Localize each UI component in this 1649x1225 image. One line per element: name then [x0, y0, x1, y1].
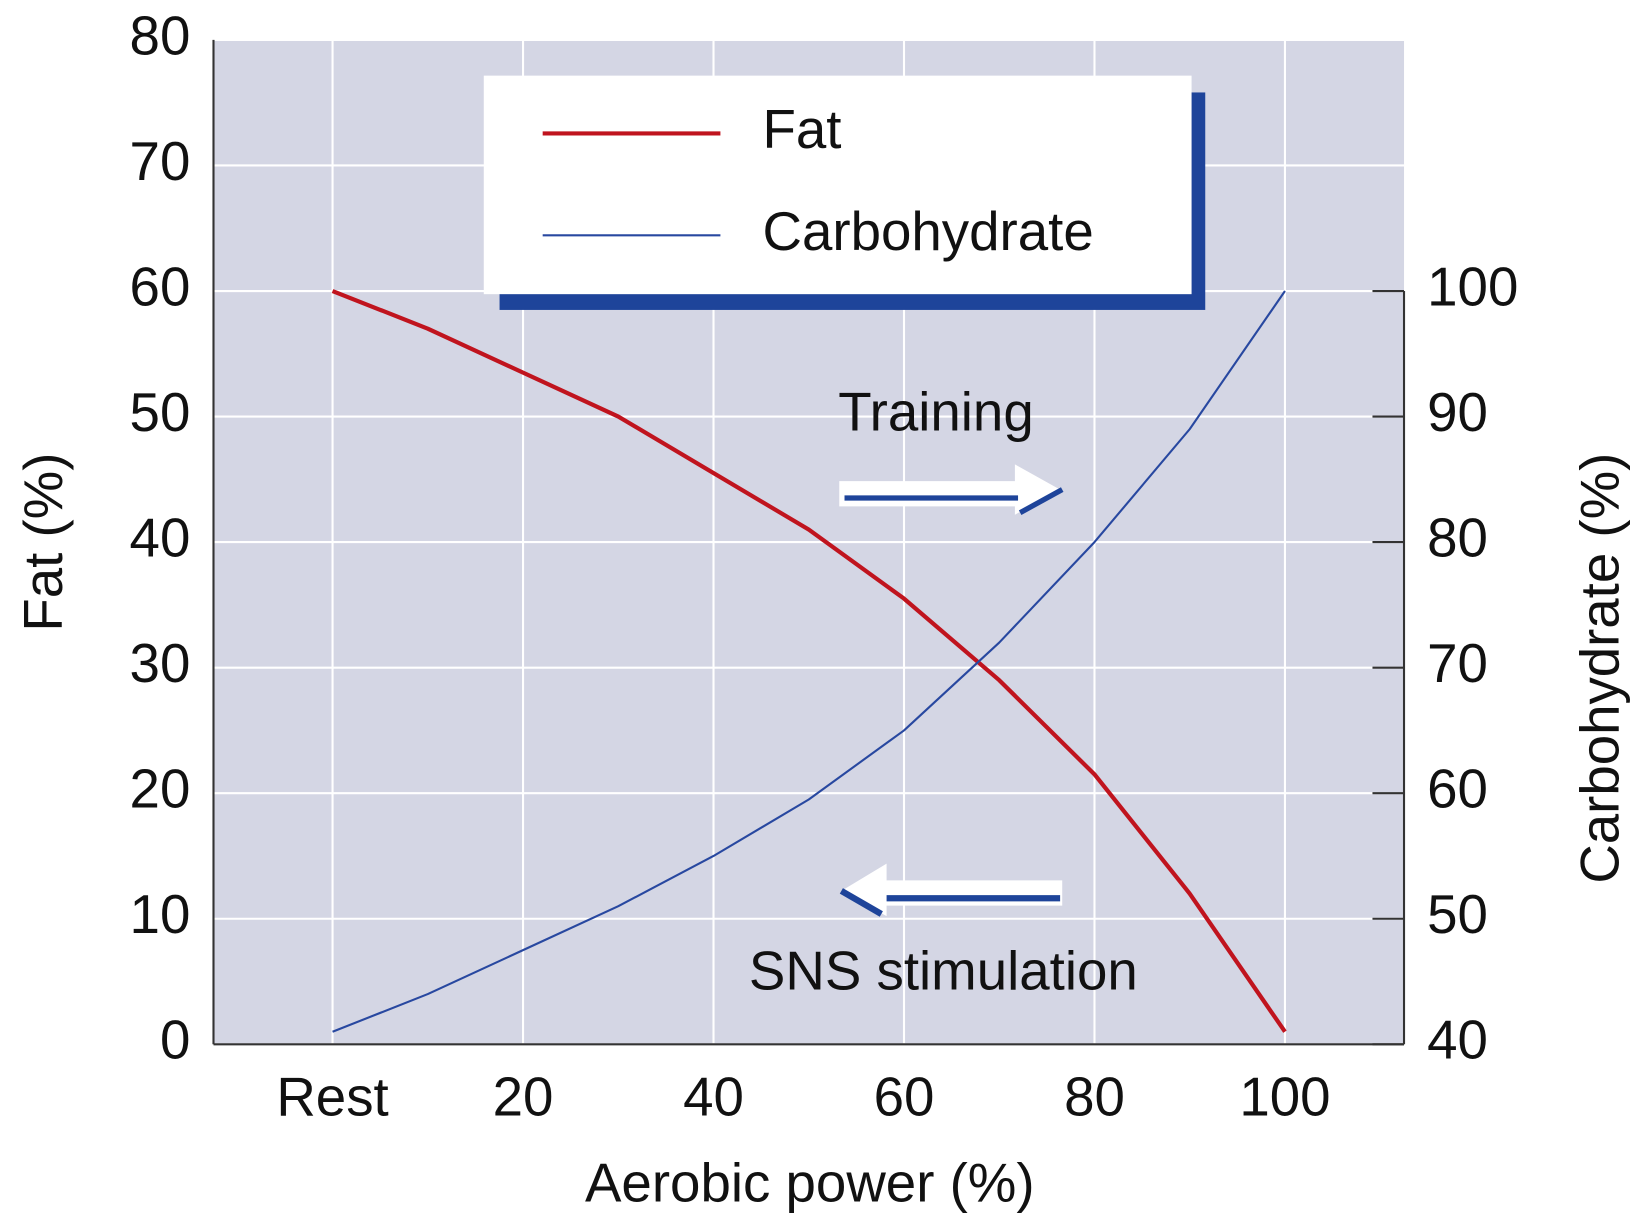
y2-axis-label: Carbohydrate (%)	[1569, 453, 1630, 884]
x-tick-label: 60	[874, 1066, 935, 1127]
y-tick-label: 40	[130, 508, 191, 569]
y2-tick-label: 90	[1427, 382, 1488, 443]
sns-arrow	[839, 863, 1063, 917]
y2-tick-label: 50	[1427, 884, 1488, 945]
chart-body: Training SNS stimulation Aerobic power (…	[13, 5, 1631, 1213]
legend	[483, 75, 1192, 295]
x-tick-label: 20	[493, 1066, 554, 1127]
y-tick-label: 30	[130, 633, 191, 694]
legend-label: Carbohydrate	[762, 201, 1093, 262]
y2-tick-label: 40	[1427, 1010, 1488, 1071]
x-tick-label: 100	[1239, 1066, 1330, 1127]
x-tick-label: 80	[1064, 1066, 1125, 1127]
y-tick-label: 60	[130, 256, 191, 317]
x-axis-label: Aerobic power (%)	[585, 1153, 1035, 1214]
legend-label: Fat	[762, 99, 841, 160]
annotation: Training	[838, 381, 1033, 442]
y-tick-label: 10	[130, 884, 191, 945]
x-tick-label: 40	[683, 1066, 744, 1127]
line	[331, 289, 1287, 1033]
y2-tick-label: 60	[1427, 759, 1488, 820]
y-tick-label: 0	[160, 1010, 190, 1071]
y-tick-label: 50	[130, 382, 191, 443]
y-tick-label: 20	[130, 759, 191, 820]
y-tick-label: 70	[130, 131, 191, 192]
y2-tick-label: 80	[1427, 508, 1488, 569]
y2-tick-label: 70	[1427, 633, 1488, 694]
annotation: SNS stimulation	[749, 940, 1138, 1001]
x-tick-label: Rest	[276, 1066, 388, 1127]
y-axis-label: Fat (%)	[13, 453, 74, 632]
y2-tick-label: 100	[1427, 256, 1518, 317]
training-arrow	[839, 464, 1064, 515]
line	[332, 290, 1286, 1033]
marks	[331, 289, 1287, 1033]
y-tick-label: 80	[130, 5, 191, 66]
